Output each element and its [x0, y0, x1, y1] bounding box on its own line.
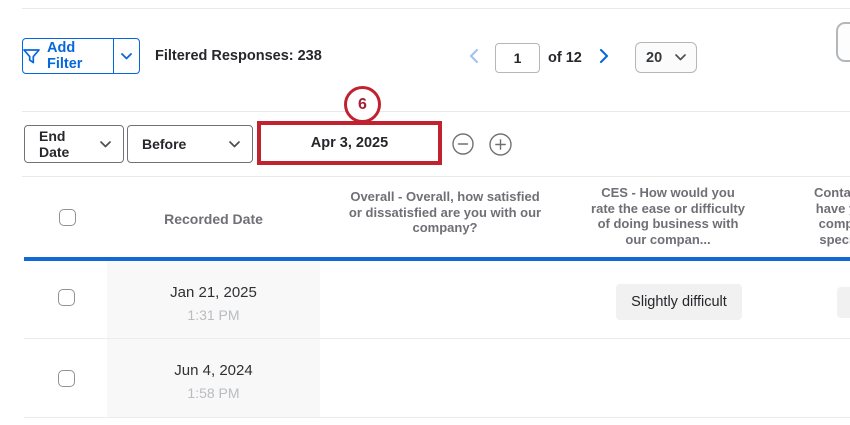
chevron-left-icon — [469, 49, 478, 63]
add-filter-button[interactable]: Add Filter — [22, 38, 140, 74]
row-checkbox[interactable] — [58, 370, 75, 387]
minus-circle-icon — [452, 133, 474, 155]
table-row[interactable]: Jun 4, 2024 1:58 PM — [0, 339, 850, 417]
row-divider — [24, 417, 850, 418]
filter-field-dropdown[interactable]: End Date — [24, 125, 124, 163]
column-header-overall[interactable]: Overall - Overall, how satisfied or diss… — [348, 189, 542, 235]
filter-operator-dropdown[interactable]: Before — [127, 125, 253, 163]
top-divider — [22, 8, 850, 9]
remove-filter-button[interactable] — [452, 133, 474, 155]
table-row[interactable]: Jan 21, 2025 1:31 PM Slightly difficult — [0, 262, 850, 338]
page-count-label: of 12 — [548, 50, 582, 66]
recorded-date-column-background — [107, 261, 320, 417]
row-checkbox[interactable] — [58, 289, 75, 306]
column-header-ces[interactable]: CES - How would you rate the ease or dif… — [591, 185, 745, 247]
page-number-input[interactable]: 1 — [495, 43, 540, 73]
select-all-checkbox[interactable] — [59, 209, 76, 226]
plus-circle-icon — [489, 133, 512, 156]
funnel-icon — [23, 48, 40, 64]
chevron-down-icon — [229, 140, 240, 148]
filter-row-divider — [22, 111, 850, 112]
chevron-right-icon — [599, 49, 609, 63]
row-divider — [24, 338, 850, 339]
header-underline — [24, 257, 850, 261]
ces-answer-badge: Slightly difficult — [616, 284, 742, 320]
chevron-down-icon — [100, 140, 111, 148]
page-size-value: 20 — [646, 49, 663, 66]
filter-operator-label: Before — [142, 136, 187, 152]
toolbar-overflow-button[interactable] — [836, 22, 850, 62]
row-recorded-date: Jun 4, 2024 — [174, 362, 253, 379]
column-header-contact-clipped[interactable]: Contac have y comp speci — [813, 185, 850, 247]
filter-date-value: Apr 3, 2025 — [310, 135, 389, 151]
chevron-down-icon — [121, 52, 132, 60]
pagination-prev-button[interactable] — [465, 47, 481, 65]
chevron-down-icon — [675, 54, 686, 61]
filter-field-label: End Date — [39, 128, 70, 160]
page-size-dropdown[interactable]: 20 — [635, 42, 697, 73]
add-filter-main[interactable]: Add Filter — [23, 39, 113, 73]
clipped-answer-badge — [837, 287, 850, 318]
add-condition-button[interactable] — [489, 133, 512, 156]
row-recorded-time: 1:58 PM — [187, 385, 240, 401]
add-filter-dropdown-button[interactable] — [113, 39, 139, 73]
row-recorded-date: Jan 21, 2025 — [170, 284, 257, 301]
annotation-step-circle: 6 — [344, 86, 381, 123]
add-filter-label: Add Filter — [47, 40, 83, 72]
table-top-divider — [22, 176, 850, 177]
column-header-recorded-date[interactable]: Recorded Date — [164, 211, 263, 227]
pagination-next-button[interactable] — [596, 47, 612, 65]
filter-date-value-field[interactable]: Apr 3, 2025 — [257, 121, 442, 165]
filtered-responses-count: Filtered Responses: 238 — [155, 48, 322, 64]
row-recorded-time: 1:31 PM — [187, 307, 240, 323]
annotation-number: 6 — [358, 95, 367, 113]
